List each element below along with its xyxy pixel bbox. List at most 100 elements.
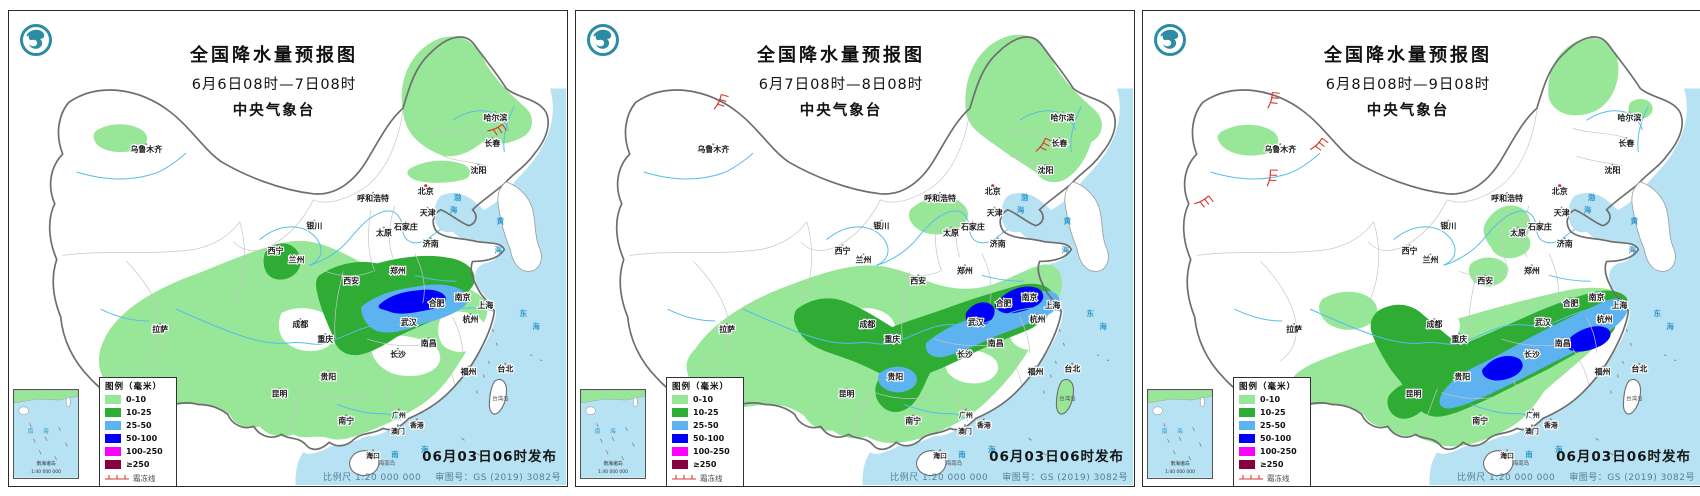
city-dot xyxy=(382,226,386,229)
legend-frost-row: 霜冻线 xyxy=(105,472,173,484)
city-dot xyxy=(429,237,432,240)
city-dot xyxy=(1051,299,1054,302)
city-label: 北京 xyxy=(985,186,1001,196)
legend-swatch xyxy=(672,395,688,404)
city-dot xyxy=(726,322,729,326)
city-label: 广州 xyxy=(959,410,973,419)
sea-label: 南 xyxy=(958,449,966,459)
legend-frost-row: 霜冻线 xyxy=(672,472,740,484)
city-label: 西安 xyxy=(1477,275,1493,285)
issued-date: 06月03日06时发布 xyxy=(989,449,1124,465)
province-boundary xyxy=(1005,127,1060,139)
city-dot xyxy=(1058,137,1061,140)
legend-label: 0-10 xyxy=(126,395,147,404)
river xyxy=(259,210,441,266)
frost-line-mark xyxy=(1309,137,1329,151)
city-dot xyxy=(949,226,953,229)
coastal-islets xyxy=(461,328,543,456)
river xyxy=(1070,106,1082,153)
city-label: 哈尔滨 xyxy=(1050,112,1074,122)
city-label: 呼和浩特 xyxy=(924,193,956,203)
river xyxy=(1309,307,1628,345)
issued-date: 06月03日06时发布 xyxy=(1556,449,1691,465)
province-boundary xyxy=(366,338,423,346)
province-boundary xyxy=(1500,338,1557,346)
city-dot xyxy=(350,274,353,277)
city-label: 南京 xyxy=(1589,292,1605,302)
province-boundary xyxy=(235,221,246,302)
legend-label: 100-250 xyxy=(1260,447,1297,456)
frost-line-icon xyxy=(672,475,696,480)
legend-item: 100-250 xyxy=(672,445,740,458)
city-dot xyxy=(994,336,997,340)
city-label: 福州 xyxy=(1594,367,1611,377)
legend-swatch xyxy=(672,434,688,443)
capital-dot xyxy=(991,184,995,188)
legend-item: 10-25 xyxy=(1239,406,1307,419)
city-label: 太原 xyxy=(943,228,959,238)
city-dot xyxy=(938,449,942,452)
city-dot xyxy=(996,237,999,240)
city-dot xyxy=(299,317,302,321)
dry-pocket xyxy=(371,335,441,377)
city-dot xyxy=(894,370,897,373)
city-label: 长沙 xyxy=(390,349,406,359)
legend-item: 0-10 xyxy=(1239,393,1307,406)
scale-line: 比例尺 1:20 000 000 审图号：GS (2019) 3082号 xyxy=(323,470,561,483)
city-label: 香港 xyxy=(1543,420,1559,429)
province-boundary xyxy=(1260,261,1297,362)
city-label: 兰州 xyxy=(856,254,872,264)
forecast-panel-day2: 渤海黄海东海南海海南岛 台湾岛 乌鲁木齐 拉萨 西宁 兰州 银川 呼和浩特 哈尔滨 长春 沈阳 北京天… xyxy=(575,10,1135,487)
legend-title: 图例（毫米） xyxy=(1239,382,1297,392)
city-label: 石家庄 xyxy=(1527,222,1552,232)
frost-line-label: 霜冻线 xyxy=(700,473,723,483)
city-dot xyxy=(1061,111,1064,114)
city-label: 长春 xyxy=(484,138,500,148)
legend-label: 0-10 xyxy=(1260,395,1281,404)
city-dot xyxy=(427,336,430,340)
precip-area-0-10 xyxy=(1628,98,1653,119)
legend-label: 100-250 xyxy=(693,447,730,456)
city-label: 南昌 xyxy=(988,338,1004,348)
sea-label: 海 xyxy=(495,244,503,254)
legend-label: 25-50 xyxy=(1260,421,1286,430)
inset-scale: 1:40 000 000 xyxy=(598,469,628,475)
province-boundary xyxy=(981,253,992,304)
city-label: 乌鲁木齐 xyxy=(130,144,163,154)
city-dot xyxy=(993,206,996,209)
city-dot xyxy=(1638,362,1641,365)
province-boundary xyxy=(1572,348,1589,385)
island-label: 海南岛 xyxy=(1513,459,1529,467)
inset-sea-label: 南 海 xyxy=(28,427,53,435)
precip-area-0-10 xyxy=(1483,205,1531,259)
inset-map: 南 海 南海诸岛 1:40 000 000 xyxy=(1148,390,1212,478)
city-label: 重庆 xyxy=(317,334,333,344)
legend-swatch xyxy=(105,460,121,469)
precip-area-25-50 xyxy=(1439,298,1628,409)
city-dot xyxy=(1541,315,1544,319)
sea-label: 海 xyxy=(1666,321,1674,331)
sea-label: 黄 xyxy=(497,216,505,226)
river xyxy=(826,210,1008,266)
legend-swatch xyxy=(105,408,121,417)
legend-swatch xyxy=(1239,395,1255,404)
city-dot xyxy=(1044,163,1047,167)
legend-label: ≥250 xyxy=(1260,460,1284,469)
city-label: 兰州 xyxy=(1423,254,1439,264)
city-dot xyxy=(1538,220,1541,223)
city-label: 南昌 xyxy=(421,338,437,348)
sea-label: 黄 xyxy=(1631,216,1639,226)
city-dot xyxy=(274,244,277,247)
city-dot xyxy=(1433,317,1436,321)
city-dot xyxy=(1516,226,1520,229)
legend-item: 100-250 xyxy=(1239,445,1307,458)
sea-label: 海 xyxy=(1629,244,1637,254)
city-label: 沈阳 xyxy=(471,165,487,175)
city-label: 乌鲁木齐 xyxy=(1264,144,1297,154)
province-boundary xyxy=(1572,127,1627,139)
inset-caption: 南海诸岛 xyxy=(1170,460,1189,467)
legend-label: 0-10 xyxy=(693,395,714,404)
province-boundary xyxy=(1369,221,1380,302)
city-label: 香港 xyxy=(409,420,425,429)
city-dot xyxy=(159,322,162,326)
